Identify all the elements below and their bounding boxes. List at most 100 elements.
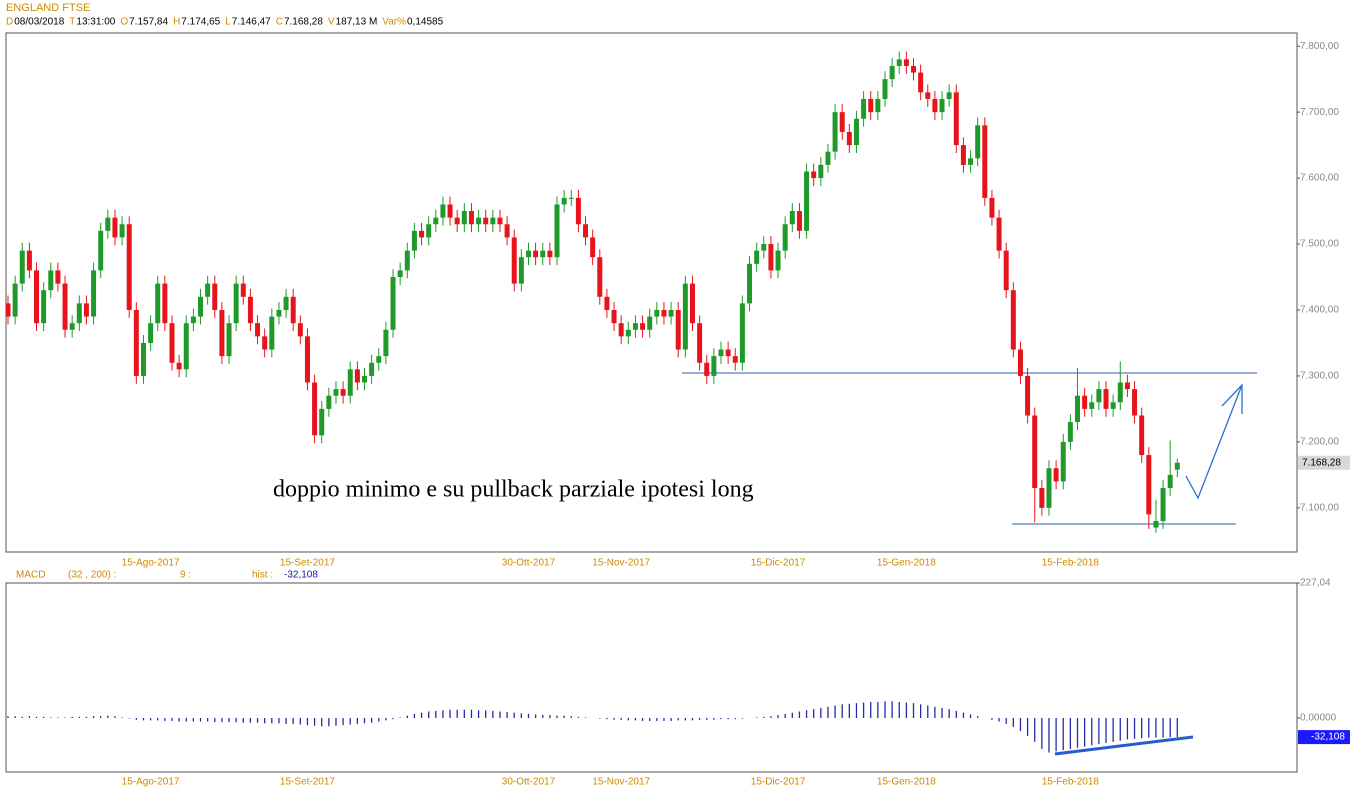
candle-body (468, 211, 474, 225)
info-key: D (6, 17, 13, 28)
candle-body (140, 342, 146, 376)
candle-body (989, 197, 995, 218)
candle-body (48, 270, 54, 291)
candle-body (1060, 441, 1066, 482)
candle-body (255, 323, 261, 337)
candle-body (768, 244, 774, 271)
candle-body (846, 131, 852, 146)
candle-body (868, 98, 874, 113)
candle-body (968, 158, 974, 165)
candle-body (925, 92, 931, 99)
candle-body (176, 362, 182, 370)
candle-body (62, 283, 68, 330)
candle-body (597, 257, 603, 297)
candle-body (41, 290, 47, 324)
chart-title: ENGLAND FTSE (6, 2, 90, 14)
candle-body (782, 224, 788, 251)
candle-body (796, 211, 802, 231)
candle-body (654, 309, 660, 317)
candle-body (668, 309, 674, 317)
candle-body (1110, 402, 1116, 409)
y-tick-label: 7.500,00 (1300, 239, 1339, 250)
candle-body (304, 336, 310, 383)
candle-body (312, 382, 318, 436)
candle-body (155, 283, 161, 324)
info-value: 7.157,84 (129, 17, 168, 28)
candle-body (611, 309, 617, 324)
candle-body (83, 303, 89, 317)
macd-label: MACD (16, 570, 45, 581)
candle-body (1032, 415, 1038, 489)
last-price-label: 7.168,28 (1302, 457, 1341, 468)
candle-body (1096, 389, 1102, 403)
y-tick-label: 7.200,00 (1300, 437, 1339, 448)
macd-last-label: -32,108 (1311, 732, 1345, 743)
candle-body (169, 323, 175, 363)
candle-body (875, 98, 881, 113)
x-tick-label: 15-Feb-2018 (1042, 777, 1100, 788)
candle-body (333, 389, 339, 396)
candle-body (1067, 422, 1073, 442)
x-tick-label: 15-Dic-2017 (751, 777, 806, 788)
candle-body (262, 336, 268, 350)
info-value: 13:31:00 (76, 17, 115, 28)
info-key: C (276, 17, 283, 28)
candle-body (276, 309, 282, 317)
candle-body (476, 217, 482, 225)
candle-body (861, 98, 867, 119)
annotation: doppio minimo e su pullback parziale ipo… (273, 477, 754, 503)
candle-body (1003, 250, 1009, 291)
y-tick-label: 227,04 (1300, 578, 1331, 589)
candle-body (133, 309, 139, 376)
candle-body (490, 217, 496, 225)
y-tick-label: 0,00000 (1300, 713, 1337, 724)
candle-body (1124, 382, 1130, 390)
x-tick-label: 30-Ott-2017 (502, 777, 556, 788)
info-key: V (328, 17, 335, 28)
candle-body (540, 250, 546, 258)
info-key: Var% (382, 17, 406, 28)
candle-body (1046, 468, 1052, 508)
candle-body (483, 217, 489, 225)
last-price-box (1298, 455, 1350, 470)
candle-body (1146, 455, 1152, 515)
info-value: 7.146,47 (232, 17, 271, 28)
y-tick-label: 7.100,00 (1300, 502, 1339, 513)
candle-body (811, 171, 817, 179)
macd-last-box (1298, 730, 1350, 745)
macd-hist-value: -32,108 (284, 570, 318, 581)
candle-body (1017, 349, 1023, 376)
candle-body (447, 204, 453, 218)
candle-body (219, 309, 225, 357)
candle-body (511, 237, 517, 284)
candle-body (525, 250, 531, 258)
candle-body (297, 323, 303, 337)
candle-body (882, 79, 888, 99)
candle-body (34, 270, 40, 324)
candle-body (347, 369, 353, 396)
y-tick-label: 7.700,00 (1300, 107, 1339, 118)
candle-body (604, 296, 610, 310)
candle-body (454, 217, 460, 225)
candle-body (233, 283, 239, 324)
candle-body (376, 356, 382, 363)
candle-body (554, 204, 560, 258)
candle-body (896, 59, 902, 66)
candle-body (982, 125, 988, 198)
candle-body (433, 217, 439, 225)
macd-params: (32 , 200) : (68, 570, 116, 581)
candle-body (1103, 389, 1109, 409)
candle-body (98, 230, 104, 271)
candle-body (240, 283, 246, 297)
candle-body (1053, 468, 1059, 482)
info-value: 187,13 M (336, 17, 378, 28)
candle-body (661, 309, 667, 317)
candle-body (1132, 389, 1138, 416)
candle-body (754, 250, 760, 264)
candle-body (839, 112, 845, 132)
candle-body (775, 250, 781, 271)
candle-body (732, 356, 738, 363)
candle-body (647, 316, 653, 330)
candle-body (5, 303, 11, 317)
candle-body (747, 263, 753, 304)
